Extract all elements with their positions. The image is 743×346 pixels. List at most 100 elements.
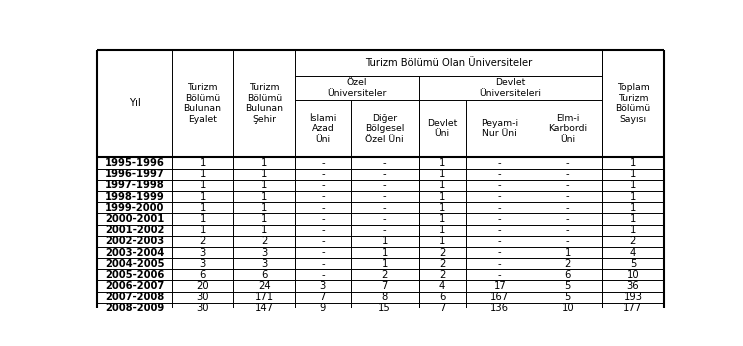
Text: 2001-2002: 2001-2002 (105, 225, 164, 235)
Text: 1: 1 (439, 214, 445, 224)
Text: 1: 1 (261, 192, 267, 202)
Text: -: - (498, 158, 502, 168)
Text: 3: 3 (262, 259, 267, 269)
Text: -: - (321, 259, 325, 269)
Text: 1: 1 (630, 192, 636, 202)
Text: -: - (498, 270, 502, 280)
Text: 1: 1 (199, 180, 206, 190)
Text: -: - (566, 214, 570, 224)
Text: -: - (498, 192, 502, 202)
Text: -: - (498, 203, 502, 213)
Text: 9: 9 (319, 303, 326, 313)
Text: -: - (566, 169, 570, 179)
Text: 20: 20 (196, 281, 209, 291)
Text: 177: 177 (623, 303, 643, 313)
Text: 167: 167 (490, 292, 510, 302)
Text: 2008-2009: 2008-2009 (105, 303, 164, 313)
Text: 1: 1 (439, 203, 445, 213)
Text: -: - (498, 225, 502, 235)
Text: 136: 136 (490, 303, 509, 313)
Text: 3: 3 (199, 247, 206, 257)
Text: -: - (566, 180, 570, 190)
Text: 1: 1 (199, 192, 206, 202)
Text: 7: 7 (381, 281, 388, 291)
Text: -: - (566, 225, 570, 235)
Text: -: - (498, 180, 502, 190)
Text: 1998-1999: 1998-1999 (105, 192, 164, 202)
Text: Peyam-i
Nur Üni: Peyam-i Nur Üni (481, 119, 519, 138)
Text: 1: 1 (199, 158, 206, 168)
Text: 6: 6 (199, 270, 206, 280)
Text: 3: 3 (199, 259, 206, 269)
Text: 1: 1 (199, 203, 206, 213)
Text: -: - (321, 236, 325, 246)
Text: 1: 1 (565, 247, 571, 257)
Text: Özel
Üniversiteler: Özel Üniversiteler (327, 79, 386, 98)
Text: 30: 30 (196, 303, 209, 313)
Text: -: - (383, 158, 386, 168)
Text: -: - (498, 259, 502, 269)
Text: 1: 1 (261, 169, 267, 179)
Text: 1: 1 (381, 247, 388, 257)
Text: 2005-2006: 2005-2006 (105, 270, 164, 280)
Text: 2007-2008: 2007-2008 (105, 292, 164, 302)
Text: -: - (383, 225, 386, 235)
Text: -: - (383, 203, 386, 213)
Text: 1999-2000: 1999-2000 (105, 203, 164, 213)
Text: 2003-2004: 2003-2004 (105, 247, 164, 257)
Text: 5: 5 (565, 292, 571, 302)
Text: 15: 15 (378, 303, 391, 313)
Text: 1: 1 (439, 236, 445, 246)
Text: 2002-2003: 2002-2003 (105, 236, 164, 246)
Text: -: - (566, 192, 570, 202)
Text: 1: 1 (199, 214, 206, 224)
Text: 1: 1 (261, 214, 267, 224)
Text: -: - (498, 247, 502, 257)
Text: 1: 1 (439, 192, 445, 202)
Text: 7: 7 (439, 303, 445, 313)
Text: Turizm Bölümü Olan Üniversiteler: Turizm Bölümü Olan Üniversiteler (365, 58, 532, 68)
Text: 1: 1 (630, 214, 636, 224)
Text: 4: 4 (630, 247, 636, 257)
Text: 1: 1 (261, 158, 267, 168)
Text: 2004-2005: 2004-2005 (105, 259, 164, 269)
Text: 147: 147 (255, 303, 274, 313)
Text: Devlet
Üni: Devlet Üni (427, 119, 457, 138)
Text: 2: 2 (261, 236, 267, 246)
Text: 1996-1997: 1996-1997 (105, 169, 164, 179)
Text: 1: 1 (381, 259, 388, 269)
Text: 1: 1 (261, 180, 267, 190)
Text: 1: 1 (630, 203, 636, 213)
Text: Turizm
Bölümü
Bulunan
Şehir: Turizm Bölümü Bulunan Şehir (245, 83, 283, 124)
Text: 2: 2 (439, 247, 445, 257)
Text: -: - (383, 180, 386, 190)
Text: 1: 1 (630, 158, 636, 168)
Text: -: - (321, 247, 325, 257)
Text: 1: 1 (439, 169, 445, 179)
Text: 1: 1 (199, 225, 206, 235)
Text: 1: 1 (439, 158, 445, 168)
Text: -: - (498, 214, 502, 224)
Text: 2: 2 (565, 259, 571, 269)
Text: -: - (321, 158, 325, 168)
Text: 1: 1 (261, 225, 267, 235)
Text: 2006-2007: 2006-2007 (105, 281, 164, 291)
Text: -: - (321, 192, 325, 202)
Text: Diğer
Bölgesel
Özel Üni: Diğer Bölgesel Özel Üni (365, 114, 404, 144)
Text: -: - (321, 214, 325, 224)
Text: Turizm
Bölümü
Bulunan
Eyalet: Turizm Bölümü Bulunan Eyalet (184, 83, 221, 124)
Text: 36: 36 (626, 281, 639, 291)
Text: 1: 1 (630, 225, 636, 235)
Text: 1: 1 (439, 180, 445, 190)
Text: 3: 3 (262, 247, 267, 257)
Text: 2000-2001: 2000-2001 (105, 214, 164, 224)
Text: -: - (321, 203, 325, 213)
Text: Toplam
Turizm
Bölümü
Sayısı: Toplam Turizm Bölümü Sayısı (615, 83, 651, 124)
Text: 1: 1 (630, 169, 636, 179)
Text: 2: 2 (439, 270, 445, 280)
Text: 5: 5 (565, 281, 571, 291)
Text: 1995-1996: 1995-1996 (105, 158, 164, 168)
Text: 171: 171 (255, 292, 274, 302)
Text: 5: 5 (630, 259, 636, 269)
Text: 4: 4 (439, 281, 445, 291)
